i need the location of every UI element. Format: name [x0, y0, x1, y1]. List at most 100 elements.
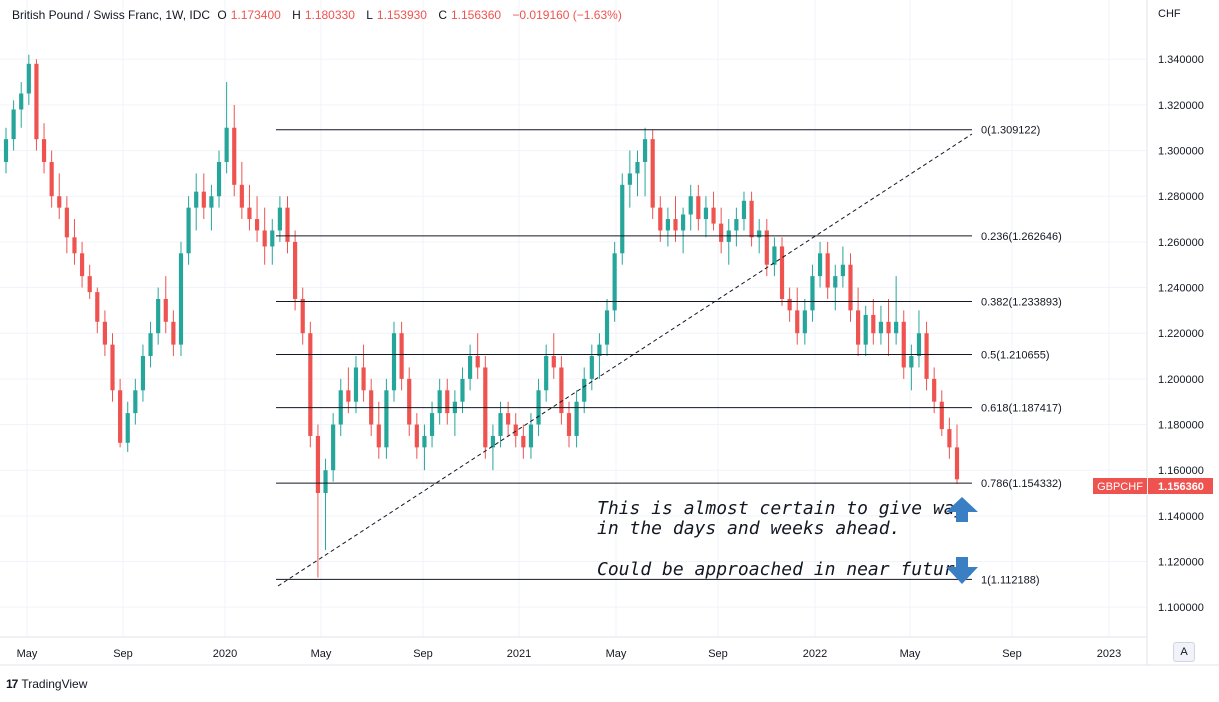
candle-body [916, 333, 922, 357]
candle-body [597, 344, 602, 357]
candle-body [772, 246, 777, 265]
annotation-2: Could be approached in near future. [597, 559, 976, 580]
candle-body [734, 219, 739, 231]
candle-body [102, 321, 107, 345]
y-tick-label: 1.140000 [1158, 511, 1204, 523]
candle-body [947, 429, 952, 448]
candle-body [802, 310, 807, 334]
y-tick-label: 1.180000 [1158, 420, 1204, 432]
candle-body [856, 310, 861, 345]
candle-body [209, 196, 214, 208]
candle-body [422, 435, 427, 448]
candle-body [72, 237, 77, 254]
y-tick-label: 1.340000 [1158, 54, 1204, 66]
candle-body [41, 139, 47, 162]
candle-body [810, 276, 815, 311]
candle-body [589, 356, 594, 379]
candle-body [361, 367, 366, 391]
candle-body [703, 207, 709, 220]
candle-body [49, 161, 54, 197]
price-tag-value: 1.156360 [1158, 481, 1204, 493]
candle-body [285, 207, 290, 242]
candle-body [460, 378, 465, 402]
y-tick-label: 1.200000 [1158, 374, 1204, 386]
candle-body [445, 390, 450, 414]
candle-body [932, 378, 937, 402]
candle-body [506, 413, 511, 425]
x-tick-label: Sep [413, 648, 433, 660]
candle-body [711, 207, 716, 224]
candle-body [848, 264, 853, 311]
candle-body [57, 196, 62, 208]
candle-body [26, 63, 31, 94]
y-tick-label: 1.300000 [1158, 146, 1204, 158]
candle-body [308, 333, 313, 436]
candle-body [437, 390, 442, 414]
y-tick-label: 1.280000 [1158, 191, 1204, 203]
candle-body [582, 378, 587, 402]
candle-body [490, 435, 496, 448]
x-tick-label: 2022 [803, 648, 827, 660]
candle-body [64, 207, 69, 238]
x-tick-label: May [17, 648, 38, 660]
candle-body [254, 219, 260, 231]
fibonacci-trend-line [277, 133, 973, 587]
auto-scale-button[interactable]: A [1173, 642, 1195, 662]
candle-body [186, 207, 191, 254]
candle-body [300, 298, 305, 334]
candle-body [665, 219, 670, 231]
candle-body [954, 447, 960, 480]
candle-body [399, 333, 404, 379]
price-tag-symbol: GBPCHF [1097, 481, 1143, 493]
chart-legend: British Pound / Swiss Franc, 1W, IDC O 1.… [12, 8, 626, 22]
x-tick-label: May [606, 648, 627, 660]
y-tick-label: 1.120000 [1158, 557, 1204, 569]
high-value: 1.180330 [304, 8, 355, 22]
candle-body [817, 253, 823, 277]
low-label: L [366, 8, 373, 22]
candle-body [642, 139, 648, 162]
fib-level-label: 0.5(1.210655) [981, 350, 1050, 362]
open-label: O [217, 8, 227, 22]
fib-level-label: 1(1.112188) [981, 574, 1040, 586]
candle-body [863, 314, 868, 345]
grid [0, 0, 1147, 637]
x-tick-label: 2023 [1097, 648, 1121, 660]
candle-body [247, 207, 252, 220]
candle-body [749, 200, 754, 238]
candle-body [924, 333, 929, 379]
candle-body [757, 230, 762, 238]
candle-body [156, 298, 161, 334]
candle-body [566, 413, 572, 436]
price-axis: 1.100000 1.120000 1.140000 1.160000 1.180000… [1158, 54, 1204, 614]
brand: 17 TradingView [6, 677, 87, 691]
close-label: C [438, 8, 447, 22]
candle-body [612, 253, 617, 311]
candle-body [894, 321, 899, 334]
candle-body [635, 161, 640, 174]
down-arrow-icon [946, 557, 978, 584]
high-label: H [292, 8, 301, 22]
candle-body [194, 191, 199, 208]
candle-body [498, 413, 503, 436]
candle-body [79, 253, 85, 277]
candle-body [95, 292, 100, 322]
candle-body [353, 367, 359, 402]
candle-body [216, 161, 222, 197]
x-tick-label: 2021 [507, 648, 531, 660]
fib-level-label: 0.236(1.262646) [981, 231, 1062, 243]
y-tick-label: 1.240000 [1158, 283, 1204, 295]
candle-body [871, 314, 876, 334]
candle-body [681, 214, 686, 231]
candle-body [19, 93, 24, 110]
candle-body [270, 230, 275, 247]
x-tick-label: Sep [708, 648, 728, 660]
candle-body [521, 435, 526, 448]
candle-body [133, 390, 138, 414]
annotation-1-line-1: This is almost certain to give way [597, 498, 966, 519]
candle-body [429, 413, 435, 436]
candle-body [323, 470, 328, 494]
candle-body [118, 390, 123, 443]
